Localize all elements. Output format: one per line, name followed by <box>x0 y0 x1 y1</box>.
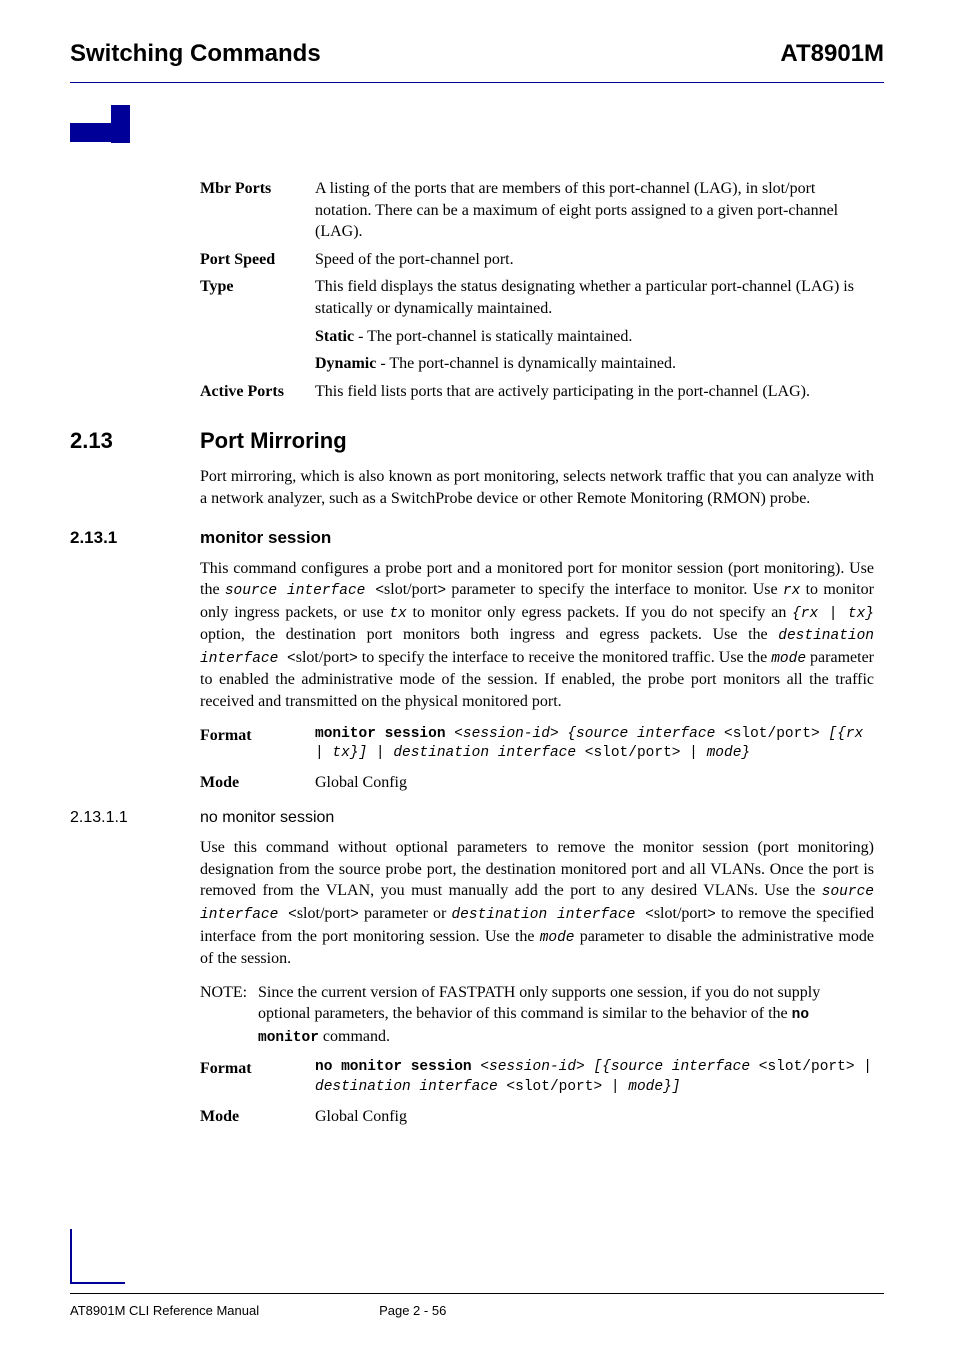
text: to monitor only egress packets. If you d… <box>407 604 792 621</box>
code: slot/port <box>515 1079 593 1095</box>
text: Use this command without optional parame… <box>200 839 874 899</box>
section-2-13-heading: 2.13 Port Mirroring <box>70 428 884 454</box>
header-rule <box>70 82 884 83</box>
mode-value: Global Config <box>315 1106 874 1128</box>
code-italic: <session-id> {source interface < <box>454 726 732 742</box>
section-title: Port Mirroring <box>200 428 347 454</box>
def-body: A listing of the ports that are members … <box>315 178 874 243</box>
mode-row: Mode Global Config <box>200 1106 874 1128</box>
section-number: 2.13 <box>70 428 200 454</box>
text: parameter to specify the interface to mo… <box>446 581 783 598</box>
text: slot/port <box>296 649 349 666</box>
page-footer: AT8901M CLI Reference Manual Page 2 - 56 <box>70 1303 446 1318</box>
code: > <box>350 907 359 923</box>
format-body: monitor session <session-id> {source int… <box>315 725 874 764</box>
section-2-13-1-heading: 2.13.1 monitor session <box>70 528 884 548</box>
text: command. <box>319 1028 390 1045</box>
brand-corner-bottom-icon <box>70 1229 125 1284</box>
code: slot/port <box>767 1059 845 1075</box>
page-header: Switching Commands AT8901M <box>70 40 884 68</box>
def-mbr-ports: Mbr Ports A listing of the ports that ar… <box>200 178 874 243</box>
text: slot/port <box>297 905 350 922</box>
format-label: Format <box>200 1058 315 1097</box>
def-body: Speed of the port-channel port. <box>315 249 874 271</box>
code: mode <box>540 930 575 946</box>
def-sub-text: - The port-channel is dynamically mainta… <box>376 355 676 372</box>
def-type: Type This field displays the status desi… <box>200 276 874 319</box>
subsub-number: 2.13.1.1 <box>70 809 200 827</box>
footer-right: Page 2 - 56 <box>379 1303 446 1318</box>
mode-label: Mode <box>200 1106 315 1128</box>
code: {rx | tx} <box>792 606 874 622</box>
def-body: This field lists ports that are actively… <box>315 381 874 403</box>
code-italic: > | mode} <box>672 745 750 761</box>
text: parameter or <box>359 905 452 922</box>
brand-corner-top-icon <box>70 105 125 160</box>
code-italic: > | mode}] <box>593 1079 680 1095</box>
text: Since the current version of FASTPATH on… <box>258 984 820 1023</box>
definition-list: Mbr Ports A listing of the ports that ar… <box>200 178 874 402</box>
format-body: no monitor session <session-id> [{source… <box>315 1058 874 1097</box>
code: > <box>437 583 446 599</box>
footer-left: AT8901M CLI Reference Manual <box>70 1303 259 1318</box>
def-active-ports: Active Ports This field lists ports that… <box>200 381 874 403</box>
def-term: Active Ports <box>200 381 315 403</box>
note-block: NOTE: Since the current version of FASTP… <box>200 982 874 1049</box>
code: > <box>707 907 716 923</box>
code: rx <box>783 583 800 599</box>
code: > <box>349 651 358 667</box>
no-monitor-session-desc: Use this command without optional parame… <box>200 837 874 969</box>
format-row: Format no monitor session <session-id> [… <box>200 1058 874 1097</box>
format-row: Format monitor session <session-id> {sou… <box>200 725 874 764</box>
section-2-13-1-body: This command configures a probe port and… <box>200 558 874 794</box>
code: source interface < <box>225 583 384 599</box>
header-right: AT8901M <box>780 40 884 68</box>
mode-row: Mode Global Config <box>200 772 874 794</box>
format-label: Format <box>200 725 315 764</box>
def-sub-label: Static <box>315 328 354 345</box>
subsub-title: no monitor session <box>200 809 334 827</box>
code-bold: monitor session <box>315 726 454 742</box>
def-body: This field displays the status designati… <box>315 276 874 319</box>
note-body: Since the current version of FASTPATH on… <box>258 982 874 1049</box>
code: mode <box>771 651 806 667</box>
code: slot/port <box>593 745 671 761</box>
text: slot/port <box>384 581 437 598</box>
monitor-session-desc: This command configures a probe port and… <box>200 558 874 713</box>
text: to specify the interface to receive the … <box>358 649 771 666</box>
footer-rule <box>70 1293 884 1294</box>
mode-label: Mode <box>200 772 315 794</box>
code: destination interface < <box>451 907 653 923</box>
section-2-13-1-1-body: Use this command without optional parame… <box>200 837 874 1127</box>
text: slot/port <box>654 905 707 922</box>
def-type-dynamic: Dynamic - The port-channel is dynamicall… <box>315 353 874 375</box>
def-term: Port Speed <box>200 249 315 271</box>
header-left: Switching Commands <box>70 40 321 68</box>
subsection-number: 2.13.1 <box>70 528 200 548</box>
subsection-title: monitor session <box>200 528 331 548</box>
code-bold: no monitor session <box>315 1059 480 1075</box>
def-term: Mbr Ports <box>200 178 315 243</box>
mode-value: Global Config <box>315 772 874 794</box>
code-italic: <session-id> [{source interface < <box>480 1059 767 1075</box>
def-sub-text: - The port-channel is statically maintai… <box>354 328 632 345</box>
code: slot/port <box>733 726 811 742</box>
def-type-static: Static - The port-channel is statically … <box>315 326 874 348</box>
section-2-13-body: Port mirroring, which is also known as p… <box>200 466 874 509</box>
def-sub-label: Dynamic <box>315 355 376 372</box>
def-term: Type <box>200 276 315 319</box>
text: option, the destination port monitors bo… <box>200 626 778 643</box>
code: tx <box>389 606 406 622</box>
section-2-13-1-1-heading: 2.13.1.1 no monitor session <box>70 809 884 827</box>
note-label: NOTE: <box>200 982 258 1049</box>
def-port-speed: Port Speed Speed of the port-channel por… <box>200 249 874 271</box>
section-2-13-para: Port mirroring, which is also known as p… <box>200 466 874 509</box>
